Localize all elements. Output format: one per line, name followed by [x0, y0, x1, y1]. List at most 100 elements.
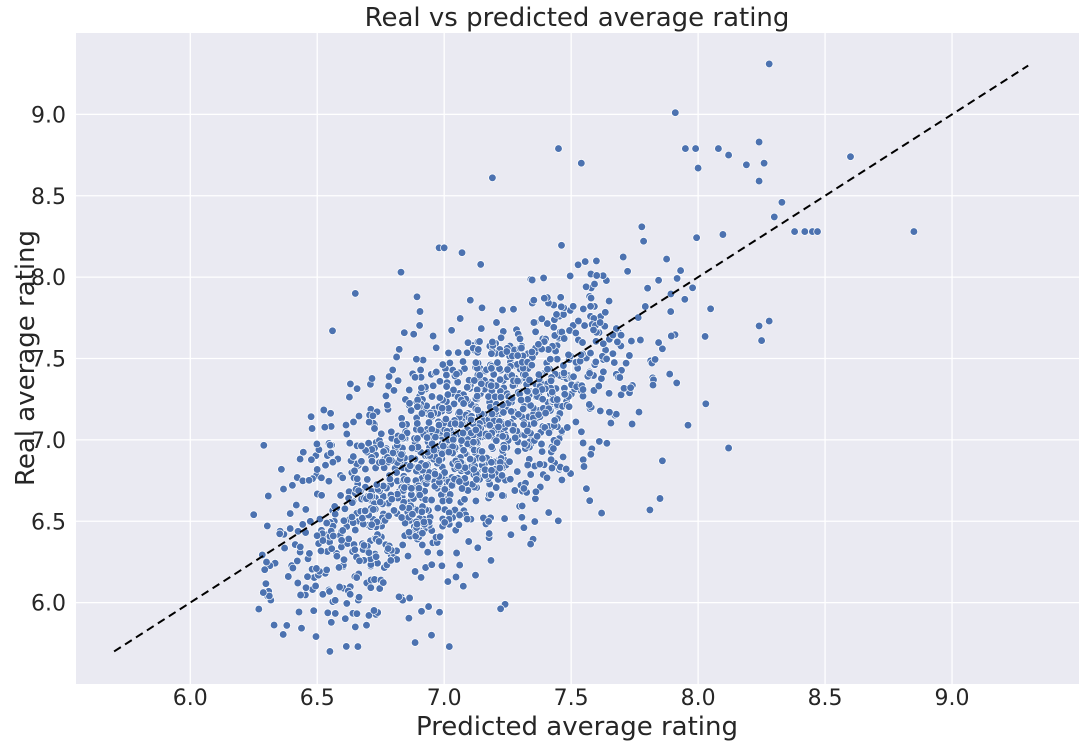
data-point: [547, 463, 557, 473]
data-point: [506, 475, 515, 484]
data-point: [412, 292, 422, 301]
data-point: [519, 420, 528, 429]
data-point: [305, 549, 314, 558]
data-point: [346, 590, 355, 599]
data-point: [458, 357, 468, 366]
data-point: [338, 526, 347, 535]
data-point: [457, 436, 466, 445]
data-point: [557, 302, 566, 311]
data-point: [556, 293, 565, 302]
data-point: [439, 441, 448, 451]
data-point: [304, 476, 314, 485]
data-point: [433, 503, 442, 513]
data-point: [322, 518, 331, 528]
data-point: [580, 321, 589, 330]
data-point: [459, 582, 468, 591]
data-point: [621, 359, 631, 368]
data-point: [528, 275, 537, 285]
data-point: [473, 543, 482, 552]
data-point: [367, 374, 377, 383]
data-point: [477, 379, 486, 388]
data-point: [352, 384, 362, 393]
data-point: [514, 410, 523, 419]
data-point: [486, 490, 496, 499]
data-point: [435, 532, 445, 541]
data-point: [498, 432, 507, 441]
data-point: [367, 520, 376, 529]
data-point: [463, 338, 473, 347]
data-point: [279, 484, 288, 494]
data-point: [494, 422, 503, 432]
data-point: [462, 348, 472, 357]
data-point: [605, 408, 614, 417]
data-point: [529, 296, 538, 305]
data-point: [349, 417, 358, 427]
data-point: [387, 495, 396, 504]
data-point: [455, 407, 464, 417]
data-point: [340, 504, 350, 513]
data-point: [706, 304, 715, 313]
data-point: [569, 372, 578, 381]
data-point: [571, 417, 581, 427]
data-point: [496, 333, 506, 342]
data-point: [641, 302, 650, 311]
data-point: [457, 484, 467, 493]
data-point: [558, 452, 568, 462]
data-point: [550, 416, 559, 425]
data-point: [379, 447, 388, 456]
data-point: [543, 319, 552, 328]
data-point: [445, 496, 454, 505]
y-axis-title: Real average rating: [11, 230, 41, 486]
data-point: [474, 345, 483, 354]
data-point: [578, 438, 588, 448]
data-point: [327, 618, 336, 627]
data-point: [264, 491, 273, 501]
data-point: [506, 530, 516, 539]
data-point: [643, 284, 652, 293]
data-point: [414, 463, 423, 472]
data-point: [277, 465, 286, 474]
data-point: [341, 614, 350, 623]
data-point: [403, 551, 413, 561]
data-point: [554, 144, 563, 153]
data-point: [475, 337, 484, 346]
data-point: [429, 381, 438, 390]
data-point: [397, 513, 406, 522]
data-point: [471, 571, 480, 580]
data-point: [368, 411, 378, 420]
data-point: [790, 227, 799, 236]
data-point: [648, 380, 658, 390]
data-point: [487, 458, 496, 467]
data-point: [405, 385, 414, 395]
data-point: [450, 419, 460, 428]
data-point: [269, 620, 279, 630]
data-point: [592, 271, 601, 280]
data-point: [478, 454, 487, 463]
x-tick-label: 6.0: [173, 686, 208, 711]
data-point: [411, 532, 420, 541]
data-point: [435, 548, 445, 558]
data-point: [754, 176, 764, 186]
data-point: [389, 506, 399, 515]
data-point: [595, 437, 604, 446]
data-point: [316, 546, 326, 556]
data-point: [537, 314, 546, 323]
data-point: [597, 374, 606, 383]
data-point: [496, 604, 505, 613]
data-point: [306, 517, 315, 526]
data-point: [503, 419, 513, 428]
data-point: [554, 516, 563, 525]
data-point: [538, 395, 547, 404]
data-point: [459, 446, 468, 455]
data-point: [397, 432, 406, 442]
data-point: [546, 376, 556, 385]
data-point: [352, 609, 362, 618]
data-point: [262, 557, 271, 567]
data-point: [366, 583, 375, 592]
data-point: [770, 212, 779, 222]
data-point: [527, 361, 536, 370]
y-tick-labels: 6.0 6.5 7.0 7.5 8.0 8.5 9.0: [31, 103, 66, 616]
data-point: [585, 496, 594, 505]
data-point: [662, 254, 671, 264]
